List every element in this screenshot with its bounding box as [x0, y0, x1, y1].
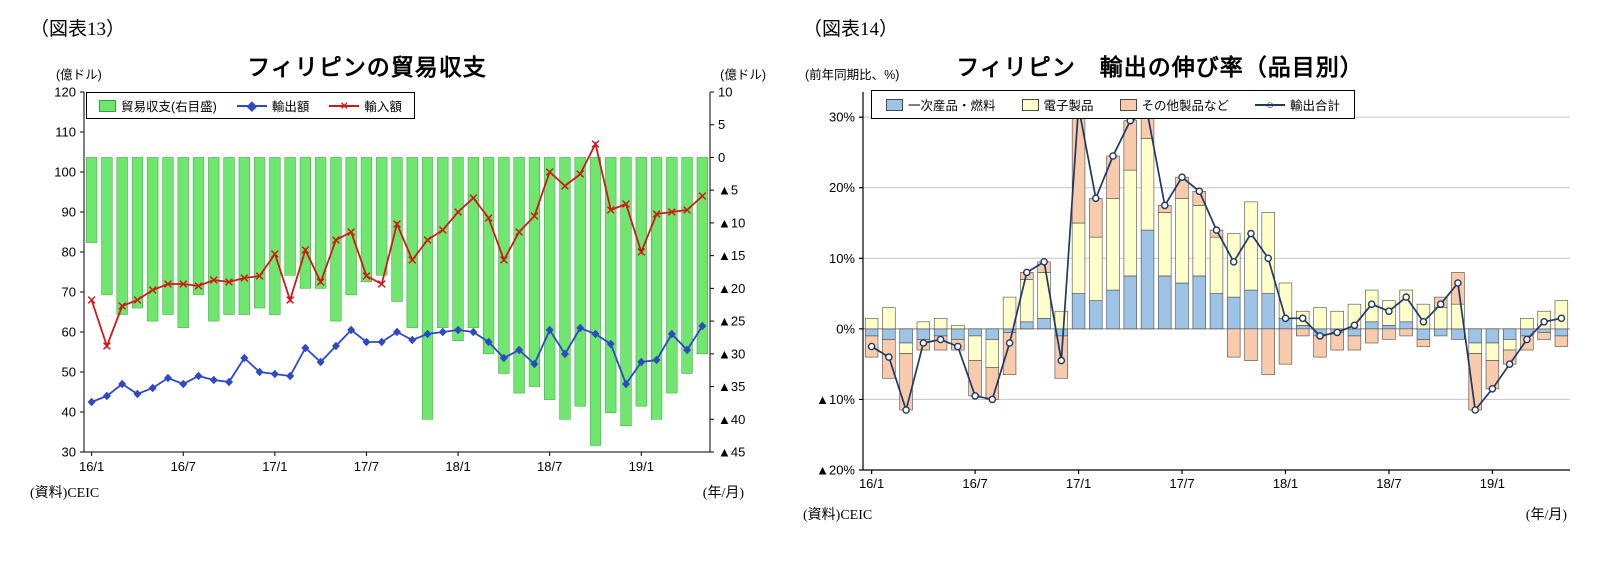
svg-text:50: 50	[62, 365, 76, 380]
figure13-title: フィリピンの貿易収支	[247, 54, 487, 80]
svg-text:5: 5	[718, 117, 725, 132]
figure14-x-axis-unit: (年/月)	[1525, 508, 1567, 523]
svg-text:▲40: ▲40	[718, 412, 745, 427]
svg-text:16/1: 16/1	[859, 476, 884, 491]
fig13-axis-labels: 120110100908070605040301050▲5▲10▲15▲20▲2…	[54, 85, 745, 475]
svg-text:▲10%: ▲10%	[816, 392, 855, 407]
legend-label-total-exports: 輸出合計	[1290, 99, 1341, 113]
figure13-chart: 120110100908070605040301050▲5▲10▲15▲20▲2…	[54, 85, 745, 475]
svg-text:0: 0	[718, 150, 725, 165]
figure14-chart: 30% 20% 10% 0% ▲10% ▲20% 16/1 16/7 17/1 17/7 18/1 1…	[816, 92, 1570, 491]
legend-label-other-products: その他製品など	[1141, 99, 1230, 113]
svg-text:17/7: 17/7	[1169, 476, 1194, 491]
fig14-axes	[859, 92, 1570, 474]
svg-text:▲10: ▲10	[718, 215, 745, 230]
svg-text:120: 120	[54, 85, 76, 100]
electronics-swatch	[1021, 98, 1039, 111]
legend-label-imports: 輸入額	[364, 100, 402, 114]
svg-text:17/1: 17/1	[262, 459, 287, 474]
fig14-axis-labels: 30% 20% 10% 0% ▲10% ▲20% 16/1 16/7 17/1 17/7 18/1 1…	[816, 110, 1505, 491]
total-exports-line-marker-icon: ○	[1255, 97, 1286, 112]
figure13-left-axis-unit: (億ドル)	[56, 68, 102, 82]
legend-item-primary-goods: 一次産品・燃料	[886, 95, 996, 114]
svg-text:▲15: ▲15	[718, 248, 745, 263]
total-exports-line	[867, 102, 1566, 414]
primary-goods-swatch	[886, 98, 903, 111]
figure13-legend: 貿易収支(右目盛) ◆ 輸出額 × 輸入額	[86, 92, 415, 119]
trade-balance-bars	[86, 157, 708, 446]
imports-line	[87, 140, 707, 350]
svg-text:20%: 20%	[829, 180, 855, 195]
svg-text:10: 10	[718, 85, 732, 100]
figure13-footer: (資料)CEIC (年/月)	[30, 482, 744, 502]
svg-text:110: 110	[55, 125, 76, 140]
exports-line-marker-icon: ◆	[236, 98, 267, 113]
legend-item-exports: ◆ 輸出額	[236, 96, 310, 115]
svg-text:▲5: ▲5	[718, 183, 738, 198]
svg-text:17/1: 17/1	[1066, 476, 1091, 491]
legend-item-trade-balance: 貿易収支(右目盛)	[99, 96, 217, 115]
svg-text:30: 30	[62, 445, 76, 460]
svg-text:16/7: 16/7	[171, 459, 196, 474]
svg-text:16/1: 16/1	[79, 459, 104, 474]
svg-text:▲25: ▲25	[718, 314, 745, 329]
svg-text:19/1: 19/1	[1480, 476, 1505, 491]
legend-label-exports: 輸出額	[271, 100, 310, 114]
legend-item-other-products: その他製品など	[1119, 95, 1230, 114]
legend-item-imports: × 輸入額	[329, 96, 402, 115]
figure14-label: （図表14）	[803, 19, 899, 40]
svg-text:▲35: ▲35	[718, 379, 745, 394]
exports-line	[87, 321, 707, 407]
figure13-source: (資料)CEIC	[30, 486, 100, 501]
legend-item-electronics: 電子製品	[1021, 95, 1094, 114]
figure14-source: (資料)CEIC	[803, 508, 873, 523]
svg-text:10%: 10%	[829, 251, 855, 266]
figure13-label: （図表13）	[30, 19, 126, 40]
svg-text:90: 90	[62, 205, 76, 220]
svg-text:70: 70	[62, 285, 76, 300]
imports-line-marker-icon: ×	[329, 98, 360, 113]
svg-text:80: 80	[62, 245, 76, 260]
svg-text:19/1: 19/1	[629, 459, 654, 474]
svg-text:17/7: 17/7	[354, 459, 379, 474]
svg-text:18/7: 18/7	[537, 459, 562, 474]
svg-text:▲20: ▲20	[718, 281, 745, 296]
figure14-y-axis-unit: (前年同期比、%)	[805, 68, 900, 82]
legend-label-electronics: 電子製品	[1043, 99, 1094, 113]
svg-text:▲45: ▲45	[718, 445, 745, 460]
svg-text:40: 40	[62, 405, 76, 420]
figure13-x-axis-unit: (年/月)	[702, 486, 744, 501]
figure14-panel: （図表14） フィリピン 輸出の伸び率（品目別） (前年同期比、%) 30% 20…	[795, 6, 1595, 558]
fig13-axes	[80, 91, 714, 456]
svg-text:18/7: 18/7	[1376, 476, 1401, 491]
legend-item-total-exports: ○ 輸出合計	[1255, 95, 1340, 114]
svg-text:30%: 30%	[829, 110, 855, 125]
other-products-swatch	[1119, 98, 1137, 111]
svg-text:16/7: 16/7	[962, 476, 987, 491]
svg-text:60: 60	[62, 325, 76, 340]
stacked-contribution-bars	[864, 106, 1569, 411]
figure14-title: フィリピン 輸出の伸び率（品目別）	[956, 54, 1364, 80]
legend-label-primary-goods: 一次産品・燃料	[908, 99, 996, 113]
svg-text:18/1: 18/1	[1273, 476, 1298, 491]
figure13-right-axis-unit: (億ドル)	[720, 68, 766, 82]
svg-text:▲30: ▲30	[718, 346, 745, 361]
svg-text:100: 100	[54, 165, 76, 180]
svg-text:0%: 0%	[836, 321, 855, 336]
legend-label-trade-balance: 貿易収支(右目盛)	[121, 100, 217, 114]
figure13-panel: （図表13） フィリピンの貿易収支 (億ドル) (億ドル) 120 110 100 9…	[22, 6, 772, 558]
figure14-legend: 一次産品・燃料 電子製品 その他製品など ○ 輸出合計	[871, 90, 1356, 119]
svg-text:▲20%: ▲20%	[816, 463, 855, 478]
svg-text:18/1: 18/1	[445, 459, 470, 474]
figure14-footer: (資料)CEIC (年/月)	[803, 504, 1567, 524]
trade-balance-swatch	[99, 99, 116, 112]
